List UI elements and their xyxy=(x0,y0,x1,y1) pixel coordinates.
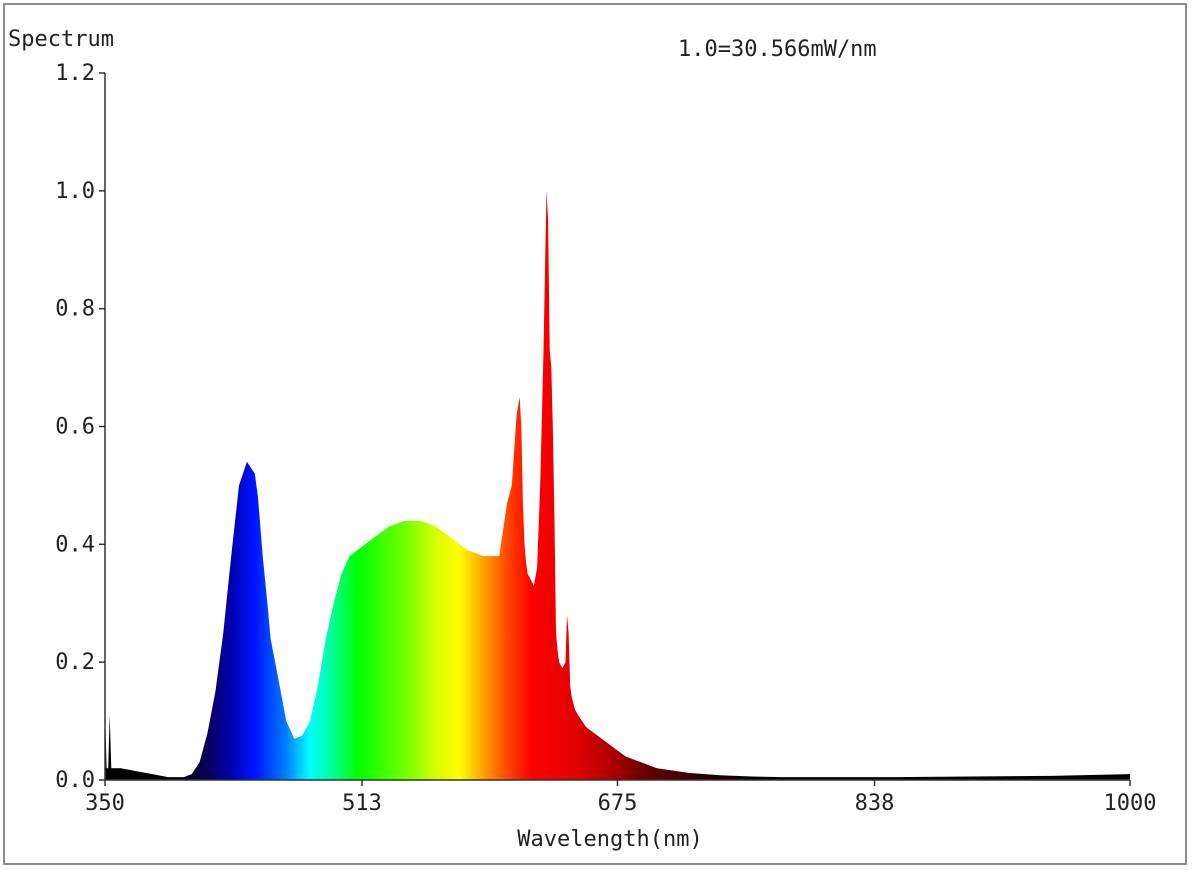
chart-frame xyxy=(3,3,1187,865)
axes: 0.0 0.2 0.4 0.6 0.8 1.0 1.2 350 513 675 838 1000 xyxy=(55,61,1156,816)
y-tick-label: 0.0 xyxy=(55,768,95,793)
y-tick-label: 0.4 xyxy=(55,532,95,557)
scale-annotation: 1.0=30.566mW/nm xyxy=(678,37,877,62)
plot-area xyxy=(105,190,1130,781)
x-tick-label: 350 xyxy=(85,791,125,816)
x-tick-label: 838 xyxy=(855,791,895,816)
x-axis-label: Wavelength(nm) xyxy=(517,827,702,852)
spectrum-area xyxy=(105,190,1130,781)
y-tick-label: 0.2 xyxy=(55,650,95,675)
y-tick-label: 0.8 xyxy=(55,297,95,322)
x-tick-label: 675 xyxy=(598,791,638,816)
y-tick-label: 0.6 xyxy=(55,415,95,440)
y-tick-label: 1.0 xyxy=(55,179,95,204)
y-tick-label: 1.2 xyxy=(55,61,95,86)
x-tick-label: 513 xyxy=(342,791,382,816)
chart-title: Spectrum xyxy=(8,27,114,52)
x-tick-label: 1000 xyxy=(1104,791,1157,816)
